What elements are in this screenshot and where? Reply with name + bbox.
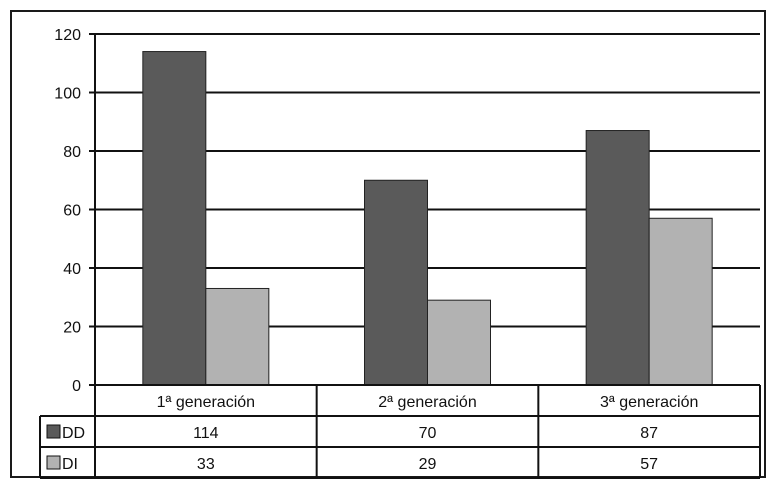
y-tick-label: 120 xyxy=(54,27,81,44)
category-label: 1ª generación xyxy=(157,394,255,411)
legend-label: DD xyxy=(62,425,85,442)
y-tick-label: 20 xyxy=(63,320,81,337)
bar-dd xyxy=(585,130,650,386)
bar-di xyxy=(648,217,713,386)
bar-dd xyxy=(142,51,207,386)
data-label: 57 xyxy=(640,456,658,473)
category-label: 2ª generación xyxy=(378,394,476,411)
bar-dd xyxy=(364,179,428,386)
legend-swatch-di xyxy=(46,455,61,470)
y-tick-label: 60 xyxy=(63,203,81,220)
legend-swatch-dd xyxy=(46,424,61,439)
data-label: 29 xyxy=(419,456,437,473)
category-label: 3ª generación xyxy=(600,394,698,411)
bar-di xyxy=(205,287,270,386)
data-label: 114 xyxy=(193,425,219,442)
data-label: 33 xyxy=(197,456,215,473)
y-tick-label: 40 xyxy=(63,261,81,278)
data-label: 70 xyxy=(419,425,437,442)
y-tick-label: 100 xyxy=(54,86,81,103)
y-tick-label: 80 xyxy=(63,144,81,161)
bar-di xyxy=(427,299,491,386)
y-tick-label: 0 xyxy=(72,378,81,395)
legend-label: DI xyxy=(62,456,78,473)
data-label: 87 xyxy=(640,425,658,442)
